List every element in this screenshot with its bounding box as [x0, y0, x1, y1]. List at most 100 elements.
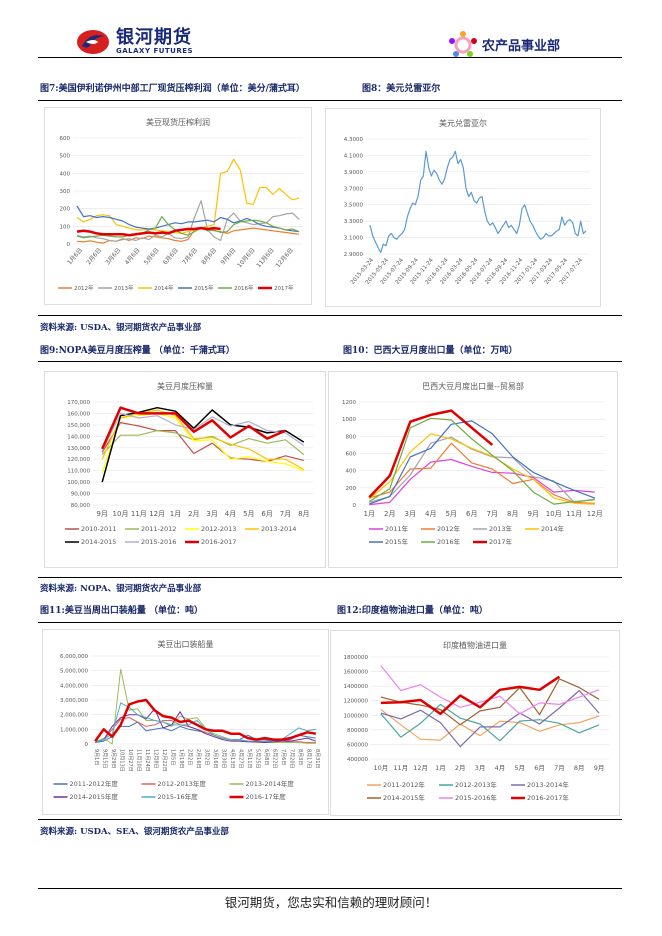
chart-svg: 印度植物油进口量 400000 600000 800000 1000000 1200000…	[344, 640, 609, 802]
x-tick-label: 4月13日	[229, 749, 235, 769]
series-line	[380, 689, 600, 748]
y-tick-label: 300	[60, 189, 71, 195]
x-tick-label: 9月6日	[219, 247, 237, 267]
legend-label: 2014-2015	[81, 538, 116, 546]
chart-svg: 美豆出口装船量 0 1,000,000 2,000,000 3,000,000 4,000…	[53, 639, 320, 801]
y-tick-label: 140,000	[67, 434, 90, 440]
y-tick-label: 3.3000	[344, 219, 364, 225]
divider	[38, 361, 622, 362]
brand-name-en: GALAXY FUTURES	[116, 47, 194, 55]
chart-usd-brl: 美元兑雷亚尔 2.9000 3.1000 3.3000 3.5000 3.7000 3.90…	[325, 108, 601, 307]
y-tick-label: 4.1000	[344, 153, 364, 159]
figure-12-caption: 图12:印度植物油进口量（单位：吨）	[337, 606, 488, 616]
x-tick-label: 12月	[587, 510, 603, 518]
chart-india-vegoil-imports: 印度植物油进口量 400000 600000 800000 1000000 1200000…	[330, 630, 620, 816]
legend-label: 2011年	[385, 524, 409, 533]
series-line	[380, 675, 561, 716]
legend-label: 2011-2012年度	[70, 779, 119, 788]
y-tick-label: 6,000,000	[60, 654, 88, 660]
chart-nopa-crush: 美豆月度压榨量 80,000 90,000 100,000 110,000 120,000…	[44, 371, 326, 568]
divider	[38, 577, 622, 578]
legend-label: 2012年	[74, 284, 94, 292]
x-tick-label: 10月27日	[127, 749, 133, 772]
legend-label: 2016年	[437, 537, 461, 546]
y-tick-label: 4,000,000	[60, 683, 88, 689]
x-tick-label: 9月	[528, 510, 539, 518]
y-tick-label: 400	[60, 171, 71, 177]
y-tick-label: 3,000,000	[60, 698, 88, 704]
series-line	[76, 215, 300, 239]
x-tick-label: 11月10日	[136, 749, 142, 772]
legend-label: 2013-2014	[261, 525, 296, 533]
y-tick-label: 600	[346, 452, 357, 458]
chart-svg: 美豆现货压榨利润 0 100 200 300 400 500 600 1月6日 2月6日 3月6日 4…	[58, 117, 303, 292]
divider	[38, 100, 622, 101]
series-line	[380, 709, 600, 741]
legend-label: 2017年	[274, 284, 294, 292]
x-tick-label: 12月22日	[161, 749, 167, 772]
y-tick-label: 3.5000	[344, 203, 364, 209]
chart-svg: 美豆月度压榨量 80,000 90,000 100,000 110,000 120,000…	[65, 381, 313, 546]
source-note: 资料来源: USDA、SEA、银河期货农产品事业部	[40, 827, 229, 837]
x-tick-label: 10月13日	[119, 749, 125, 772]
chart-crush-margin: 美豆现货压榨利润 0 100 200 300 400 500 600 1月6日 2月6日 3月6日 4…	[44, 107, 312, 305]
y-tick-label: 500	[60, 154, 71, 160]
x-tick-label: 9月	[96, 510, 107, 518]
x-tick-label: 7月	[554, 764, 565, 772]
series-line	[369, 442, 595, 504]
y-tick-label: 3.9000	[344, 170, 364, 176]
x-tick-label: 5月6日	[143, 247, 161, 267]
x-tick-label: 6月8日	[263, 749, 269, 765]
figure-8-caption: 图8：美元兑雷亚尔	[362, 84, 441, 94]
brand-logo: 银河期货 GALAXY FUTURES	[76, 28, 193, 56]
legend-label: 2013年	[114, 284, 134, 292]
footer-divider	[38, 888, 622, 889]
x-tick-label: 3月	[475, 764, 486, 772]
y-tick-label: 5,000,000	[60, 669, 88, 675]
y-tick-label: 1400000	[344, 684, 369, 690]
y-tick-label: 1000000	[344, 713, 369, 719]
series-line	[101, 429, 305, 456]
legend-label: 2015年	[194, 284, 214, 292]
y-tick-label: 400	[346, 469, 357, 475]
legend-label: 2016-2017年	[527, 793, 569, 802]
legend-label: 2017年	[489, 537, 513, 546]
chart-svg: 美元兑雷亚尔 2.9000 3.1000 3.3000 3.5000 3.7000 3.90…	[344, 118, 590, 286]
x-tick-label: 3月16日	[212, 749, 218, 769]
series-line	[368, 417, 595, 505]
x-tick-label: 2月	[188, 510, 199, 518]
series-line	[368, 433, 595, 505]
y-tick-label: 3.1000	[344, 236, 364, 242]
y-tick-label: 100,000	[67, 480, 90, 486]
x-tick-label: 4月	[425, 510, 436, 518]
y-tick-label: 2.9000	[344, 252, 364, 258]
series-line	[95, 708, 316, 743]
y-tick-label: 160,000	[67, 411, 90, 417]
brand-name-cn: 银河期货	[116, 27, 192, 48]
figure-10-caption: 图10：巴西大豆月度出口量（单位：万吨）	[343, 346, 518, 356]
x-tick-label: 4月27日	[237, 749, 243, 769]
divider	[38, 622, 622, 623]
x-tick-label: 8月	[298, 510, 309, 518]
x-tick-label: 1月	[364, 510, 375, 518]
x-tick-label: 2月	[455, 764, 466, 772]
series-line	[101, 421, 304, 463]
y-tick-label: 1200	[342, 400, 356, 406]
x-tick-label: 1月5日	[170, 749, 176, 765]
legend-label: 2014年	[541, 524, 565, 533]
chart-title: 巴西大豆月度出口量--贸易部	[422, 381, 524, 391]
chart-brazil-exports: 巴西大豆月度出口量--贸易部 0 200 400 600 800 1000 1200 1月 2月 3…	[328, 371, 618, 568]
y-tick-label: 200	[60, 207, 71, 213]
y-tick-label: 120,000	[67, 457, 90, 463]
chart-title: 美豆现货压榨利润	[146, 117, 210, 127]
footer-slogan: 银河期货，您忠实和信赖的理财顾问！	[224, 895, 438, 910]
x-tick-label: 8月	[574, 764, 585, 772]
y-tick-label: 90,000	[71, 492, 91, 498]
legend-label: 2015年	[385, 537, 409, 546]
divider	[38, 819, 622, 820]
y-tick-label: 0	[353, 503, 357, 509]
x-tick-label: 10月	[546, 510, 562, 518]
legend-label: 2016-2017	[201, 538, 236, 546]
x-tick-label: 5月	[446, 510, 457, 518]
legend-label: 2014-2015年度	[70, 792, 119, 801]
